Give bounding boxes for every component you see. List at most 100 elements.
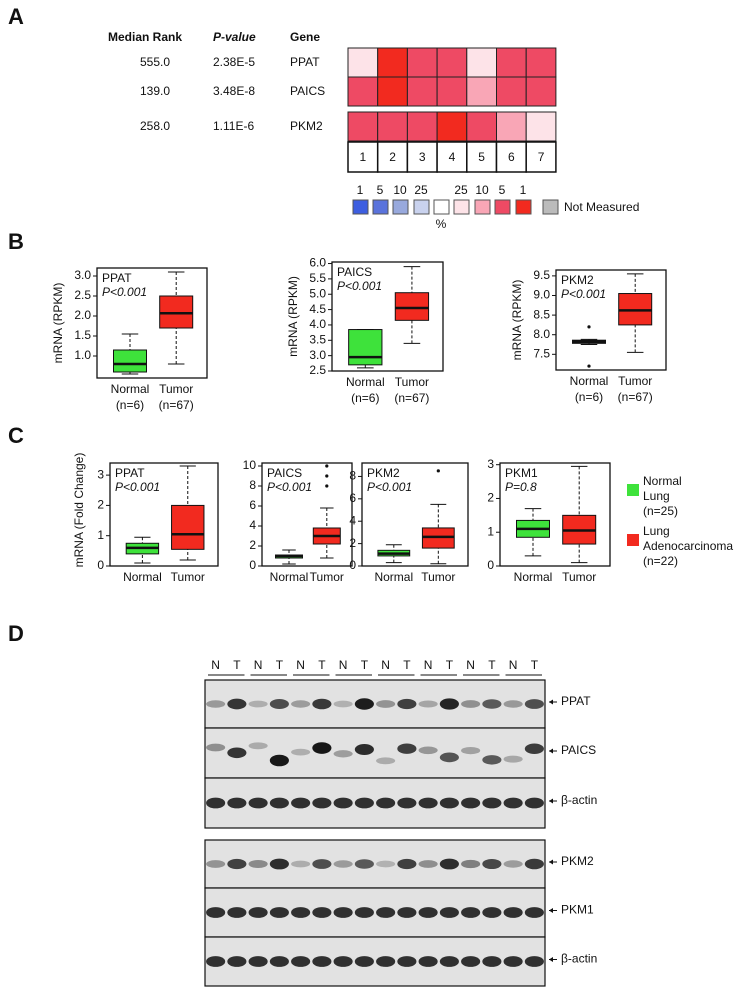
y-tick-label: 0: [249, 558, 256, 572]
outlier: [325, 484, 329, 488]
y-tick-label: 8.0: [533, 327, 550, 341]
annotation: PPAT: [115, 466, 145, 480]
band: [524, 743, 544, 754]
box: [113, 349, 147, 373]
y-tick-label: 2.0: [74, 308, 91, 322]
band: [206, 956, 226, 967]
y-tick-label: 8.5: [533, 307, 550, 321]
y-tick-label: 0: [349, 558, 356, 572]
p-value: 2.38E-5: [213, 55, 255, 69]
band: [376, 757, 396, 765]
band: [418, 907, 438, 918]
column-label: 3: [419, 150, 426, 164]
heatmap-cell: [436, 47, 468, 78]
band: [206, 860, 226, 868]
band: [312, 859, 332, 869]
band: [482, 699, 502, 709]
panel-label: B: [8, 229, 24, 254]
lane-label: T: [488, 658, 496, 672]
band: [503, 797, 523, 809]
heatmap-cell: [496, 76, 527, 107]
legend-unit: %: [436, 217, 447, 231]
box: [171, 504, 205, 550]
band: [248, 907, 268, 918]
legend-label: (n=25): [643, 504, 678, 518]
band: [397, 698, 417, 710]
band: [227, 747, 247, 759]
legend-label: 10: [475, 183, 489, 197]
band: [376, 907, 396, 918]
band: [269, 754, 289, 767]
band: [418, 746, 438, 755]
legend-swatch: [515, 199, 532, 215]
blot-label: PAICS: [561, 743, 596, 757]
band: [461, 956, 481, 967]
x-tick-label: Normal: [374, 570, 413, 584]
band: [227, 858, 247, 870]
lane-label: T: [233, 658, 241, 672]
legend-swatch: [372, 199, 389, 215]
arrow-head: [549, 798, 553, 804]
heatmap-cell: [525, 47, 557, 78]
y-tick-label: 9.0: [533, 288, 550, 302]
legend-swatch: [392, 199, 409, 215]
blot-label: β-actin: [561, 952, 597, 966]
header: P-value: [213, 30, 256, 44]
y-axis-label: mRNA (Fold Change): [72, 453, 86, 568]
stat: P<0.001: [115, 480, 160, 494]
y-axis-label: mRNA (RPKM): [51, 283, 65, 364]
band: [503, 860, 523, 868]
arrow-head: [549, 859, 553, 865]
band: [482, 858, 502, 870]
band: [269, 858, 289, 870]
legend-label: Not Measured: [564, 200, 639, 214]
plot-frame: [499, 462, 611, 567]
y-tick-label: 2: [97, 498, 104, 512]
band: [482, 797, 502, 809]
band: [439, 698, 459, 710]
band: [524, 797, 544, 809]
blot-label: PPAT: [561, 694, 591, 708]
blot-label: PKM2: [561, 854, 594, 868]
median-rank: 258.0: [140, 119, 170, 133]
band: [482, 907, 502, 918]
column-box: [525, 141, 557, 173]
y-tick-label: 5.0: [309, 286, 326, 300]
band: [376, 860, 396, 868]
legend-swatch: [433, 199, 450, 215]
legend-label: Adenocarcinoma: [643, 539, 733, 553]
column-label: 1: [360, 150, 367, 164]
lane-label: T: [361, 658, 369, 672]
x-tick-label: Tumor: [395, 375, 429, 389]
column-label: 6: [508, 150, 515, 164]
x-tick-label: Normal: [346, 375, 385, 389]
heatmap-cell: [466, 76, 497, 107]
blot: [204, 727, 546, 779]
arrow-head: [549, 908, 553, 913]
band: [524, 956, 544, 967]
y-tick-label: 2: [487, 491, 494, 505]
lane-label: N: [254, 658, 263, 672]
band: [333, 907, 353, 918]
band: [461, 700, 481, 708]
y-tick-label: 4.0: [309, 317, 326, 331]
y-tick-label: 6: [349, 491, 356, 505]
x-tick-label: Tumor: [171, 570, 205, 584]
plot-frame: [261, 462, 353, 567]
y-tick-label: 8: [349, 469, 356, 483]
heatmap-cell: [496, 111, 527, 142]
x-sublabel: (n=6): [575, 390, 603, 404]
legend-label: 25: [414, 183, 428, 197]
lane-label: T: [276, 658, 284, 672]
band: [312, 742, 332, 754]
heatmap-cell: [496, 47, 527, 78]
band: [397, 743, 417, 754]
x-sublabel: (n=67): [618, 390, 653, 404]
stat: P<0.001: [102, 285, 147, 299]
band: [503, 956, 523, 967]
band: [354, 859, 374, 869]
band: [333, 797, 353, 809]
y-tick-label: 3.0: [74, 268, 91, 282]
band: [354, 698, 374, 710]
band: [461, 907, 481, 918]
